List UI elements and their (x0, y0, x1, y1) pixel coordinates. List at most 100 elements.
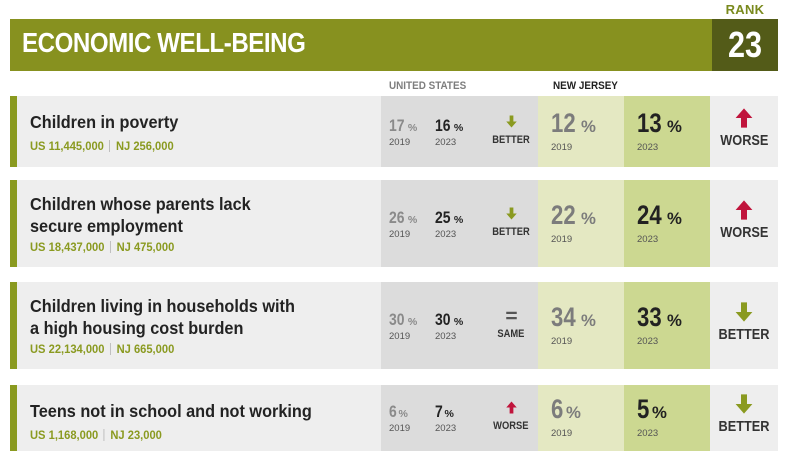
nj-trend-label: WORSE (719, 223, 769, 241)
indicator-title: Children in poverty (30, 111, 178, 133)
arrow-down-icon (486, 114, 536, 130)
nj-2019-year: 2019 (551, 141, 573, 153)
us-2019-value: 30% (389, 309, 418, 329)
nj-2023-year: 2023 (637, 428, 659, 439)
us-2023-value: 25% (435, 207, 464, 227)
nj-2023-cell: 33% 2023 (624, 282, 710, 369)
us-trend: WORSE (486, 400, 536, 434)
row-accent-bar (10, 282, 17, 369)
nj-trend: BETTER (710, 300, 778, 344)
nj-count-label: NJ (116, 240, 131, 254)
indicator-title-line: a high housing cost burden (30, 318, 244, 338)
section-title: ECONOMIC WELL-BEING (22, 27, 306, 58)
indicator-counts: US 1,168,000 NJ 23,000 (30, 428, 162, 442)
us-2019-year: 2019 (389, 228, 411, 240)
indicator-title-line: secure employment (30, 216, 183, 236)
us-2019-year: 2019 (389, 136, 411, 148)
column-header-new-jersey: NEW JERSEY (553, 80, 618, 92)
count-divider (110, 241, 111, 253)
indicator-counts: US 11,445,000 NJ 256,000 (30, 139, 174, 153)
nj-count: 665,000 (133, 342, 175, 356)
indicator-label-cell: Children living in households with a high… (17, 282, 381, 369)
us-count-label: US (30, 240, 46, 254)
nj-2019-value: 12% (551, 107, 596, 138)
indicator-title-line: Children whose parents lack (30, 194, 251, 214)
arrow-up-icon (710, 106, 778, 132)
nj-2019-year: 2019 (551, 335, 573, 347)
nj-trend-label: BETTER (718, 418, 770, 435)
indicator-counts: US 18,437,000 NJ 475,000 (30, 240, 174, 254)
indicator-title-line: Teens not in school and not working (30, 401, 312, 421)
arrow-down-icon (710, 300, 778, 326)
nj-2023-cell: 24% 2023 (624, 180, 710, 267)
us-values-cell: 17% 2019 16% 2023 BETTER (381, 96, 538, 167)
us-trend-label: SAME (497, 327, 525, 340)
us-values-cell: 30% 2019 30% 2023 SAME (381, 282, 538, 369)
indicator-title: Children living in households with a high… (30, 295, 295, 339)
us-count-label: US (30, 139, 46, 153)
nj-trend: WORSE (710, 198, 778, 242)
equals-icon (486, 308, 536, 324)
rank-number: 23 (727, 24, 763, 65)
arrow-down-icon (710, 392, 778, 418)
indicator-title: Teens not in school and not working (30, 400, 312, 422)
us-trend-label: BETTER (492, 225, 530, 238)
rank-value: 23 (712, 19, 778, 71)
indicator-label-cell: Teens not in school and not working US 1… (17, 385, 381, 451)
indicator-row: Children whose parents lack secure employ… (10, 180, 778, 267)
us-2023-year: 2023 (435, 330, 457, 342)
arrow-up-icon (710, 198, 778, 224)
nj-trend-label: WORSE (719, 131, 769, 149)
nj-trend-cell: WORSE (710, 180, 778, 267)
indicator-label-cell: Children whose parents lack secure employ… (17, 180, 381, 267)
count-divider (110, 343, 111, 355)
us-2023-value: 16% (435, 115, 464, 135)
nj-2019-value: 22% (551, 199, 596, 230)
indicator-row: Children living in households with a high… (10, 282, 778, 369)
us-trend: BETTER (486, 206, 536, 240)
indicator-title-line: Children in poverty (30, 112, 179, 132)
us-2023-year: 2023 (435, 228, 457, 240)
nj-2019-year: 2019 (551, 428, 573, 439)
us-2019-value: 26% (389, 207, 418, 227)
column-header-united-states: UNITED STATES (389, 80, 467, 92)
nj-2023-cell: 5% 2023 (624, 385, 710, 451)
row-accent-bar (10, 385, 17, 451)
nj-2023-year: 2023 (637, 233, 659, 245)
row-accent-bar (10, 180, 17, 267)
us-2019-year: 2019 (389, 423, 411, 434)
us-2023-value: 30% (435, 309, 464, 329)
indicator-label-cell: Children in poverty US 11,445,000 NJ 256,… (17, 96, 381, 167)
nj-2023-year: 2023 (637, 335, 659, 347)
us-trend: SAME (486, 308, 536, 342)
us-2019-value: 17% (389, 115, 418, 135)
nj-trend-cell: BETTER (710, 385, 778, 451)
us-count-label: US (30, 428, 46, 442)
row-accent-bar (10, 96, 17, 167)
nj-2023-year: 2023 (637, 141, 659, 153)
count-divider (103, 429, 105, 441)
nj-count: 475,000 (133, 240, 175, 254)
nj-count-label: NJ (115, 139, 131, 153)
nj-2019-cell: 22% 2019 (538, 180, 624, 267)
nj-count: 23,000 (127, 428, 162, 442)
nj-2019-cell: 12% 2019 (538, 96, 624, 167)
us-2019-value: 6% (389, 402, 408, 421)
nj-2019-year: 2019 (551, 233, 573, 245)
us-count: 18,437,000 (48, 240, 105, 254)
indicator-title: Children whose parents lack secure employ… (30, 193, 251, 237)
us-values-cell: 26% 2019 25% 2023 BETTER (381, 180, 538, 267)
nj-trend: WORSE (710, 106, 778, 150)
nj-count: 256,000 (133, 139, 174, 153)
nj-2019-value: 34% (551, 301, 596, 332)
us-trend: BETTER (486, 114, 536, 148)
nj-trend-cell: WORSE (710, 96, 778, 167)
us-2023-year: 2023 (435, 136, 457, 148)
arrow-up-icon (486, 400, 536, 416)
us-2019-year: 2019 (389, 330, 411, 342)
indicator-title-line: Children living in households with (30, 296, 295, 316)
us-count: 22,134,000 (48, 342, 105, 356)
us-trend-label: WORSE (493, 420, 529, 432)
nj-2023-value: 5% (637, 394, 667, 424)
nj-2023-cell: 13% 2023 (624, 96, 710, 167)
